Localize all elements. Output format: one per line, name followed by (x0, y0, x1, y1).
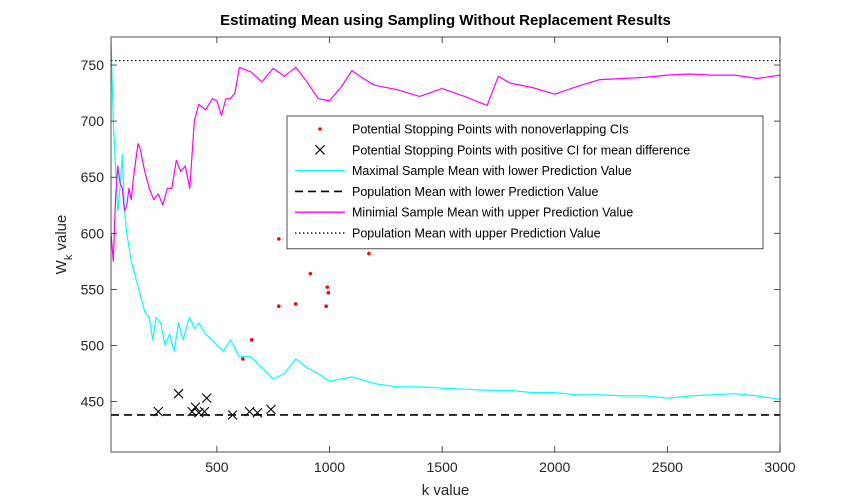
legend-entry-1: Potential Stopping Points with positive … (352, 143, 690, 157)
stop-point-dot-7 (325, 285, 330, 289)
stop-point-dot-0 (240, 357, 245, 361)
x-tick-label-3: 2000 (539, 459, 570, 475)
axes-box (110, 36, 781, 453)
y-tick-label-4: 650 (81, 169, 105, 185)
axes: 500 1000 1500 2000 2500 3000 450 500 550 600 650 70… (81, 36, 796, 475)
y-tick-label-2: 550 (81, 281, 105, 297)
stop-point-x-3 (190, 402, 201, 413)
chart-title: Estimating Mean using Sampling Without R… (220, 12, 671, 29)
stop-point-dot-2 (277, 237, 281, 241)
y-axis-label: Wk value (53, 215, 75, 275)
x-tick-label-4: 2500 (652, 459, 683, 475)
legend-entry-5: Population Mean with upper Prediction Va… (352, 227, 601, 241)
x-tick-label-1: 1000 (314, 459, 345, 475)
legend-entry-4: Minimial Sample Mean with upper Predicti… (352, 206, 633, 220)
legend-marker-0 (318, 127, 322, 131)
series-group (111, 39, 780, 420)
legend-entry-0: Potential Stopping Points with nonoverla… (352, 123, 629, 137)
y-axis-label-sub: k (63, 254, 75, 260)
y-tick-label-5: 700 (81, 113, 105, 129)
y-tick-label-6: 750 (81, 57, 105, 73)
series-line-4 (111, 66, 780, 262)
x-axis-label: k value (422, 482, 470, 499)
stop-point-dot-9 (367, 251, 371, 256)
series-line-2 (111, 39, 780, 400)
stop-point-dot-3 (277, 304, 281, 308)
legend-marker-1 (315, 144, 325, 155)
stop-point-dot-5 (308, 271, 313, 276)
x-tick-label-5: 3000 (764, 459, 795, 475)
y-axis-label-tail: value (53, 215, 70, 255)
x-tick-label-2: 1500 (427, 459, 458, 475)
y-tick-label-0: 450 (81, 394, 105, 410)
stop-point-x-1 (173, 388, 184, 399)
y-tick-label-1: 500 (81, 337, 105, 353)
legend-entry-3: Population Mean with lower Prediction Va… (352, 185, 598, 199)
y-tick-label-3: 600 (81, 225, 105, 241)
stop-point-x-10 (266, 404, 276, 415)
x-tick-label-0: 500 (205, 459, 229, 475)
legend-box (286, 115, 764, 250)
stop-point-dot-6 (324, 304, 328, 308)
y-axis-label-main: W (53, 259, 70, 274)
stop-point-dot-8 (326, 290, 331, 295)
legend-entry-2: Maximal Sample Mean with lower Predictio… (352, 164, 632, 178)
stop-point-x-6 (201, 393, 212, 404)
stop-point-dot-1 (249, 338, 254, 342)
stop-point-dot-4 (293, 302, 298, 306)
legend: Potential Stopping Points with nonoverla… (286, 115, 764, 250)
